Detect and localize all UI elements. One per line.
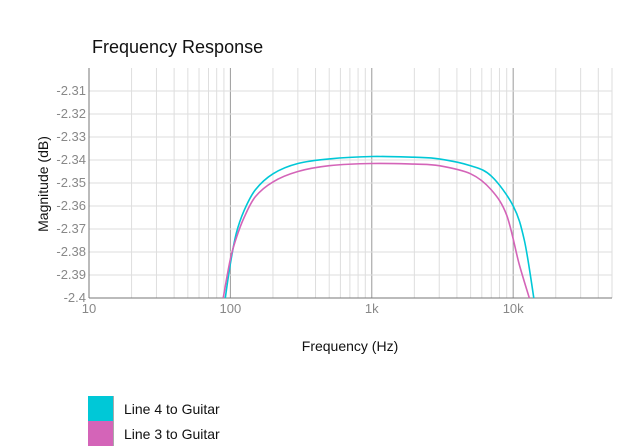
x-tick-label-2: 1k [365, 301, 379, 316]
y-tick-label-0: -2.31 [56, 83, 86, 98]
plot-area: -2.31 -2.32 -2.33 -2.34 -2.35 -2.36 -2.37 -2.38… [56, 68, 613, 316]
y-tick-label-7: -2.38 [56, 244, 86, 259]
legend-swatch-0 [88, 396, 114, 421]
series-line-1 [222, 162, 531, 299]
legend-item-1[interactable]: Line 3 to Guitar [88, 421, 220, 446]
y-tick-label-3: -2.34 [56, 152, 86, 167]
chart-title: Frequency Response [92, 37, 263, 57]
legend-label-1: Line 3 to Guitar [124, 425, 220, 442]
legend-item-0[interactable]: Line 4 to Guitar [88, 396, 220, 421]
y-tick-label-8: -2.39 [56, 267, 86, 282]
x-tick-label-0: 10 [82, 301, 96, 316]
y-tick-label-9: -2.4 [64, 290, 86, 305]
legend: Line 4 to Guitar Line 3 to Guitar [88, 396, 220, 446]
x-axis-label: Frequency (Hz) [302, 338, 398, 354]
y-tick-label-6: -2.37 [56, 221, 86, 236]
x-tick-label-1: 100 [220, 301, 242, 316]
y-tick-label-2: -2.33 [56, 129, 86, 144]
y-tick-label-4: -2.35 [56, 175, 86, 190]
y-tick-label-5: -2.36 [56, 198, 86, 213]
x-tick-label-3: 10k [503, 301, 524, 316]
series-line-0 [224, 155, 535, 299]
legend-label-0: Line 4 to Guitar [124, 400, 220, 417]
y-axis-label: Magnitude (dB) [35, 136, 51, 232]
y-tick-label-1: -2.32 [56, 106, 86, 121]
legend-swatch-1 [88, 421, 114, 446]
